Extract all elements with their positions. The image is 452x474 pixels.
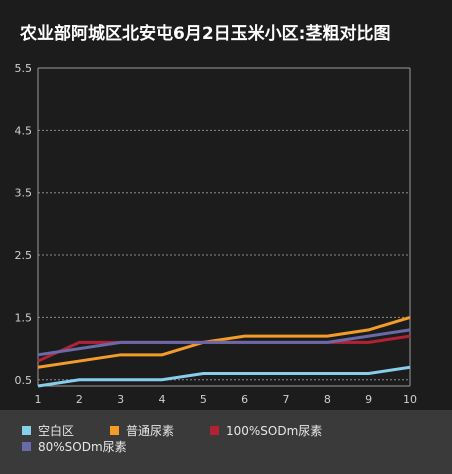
y-tick-label: 3.5 [15, 187, 33, 200]
grid-lines [38, 67, 410, 381]
legend-item-series-1[interactable]: 空白区 [22, 422, 74, 439]
y-tick-label: 4.5 [15, 124, 33, 137]
legend-item-series-2[interactable]: 普通尿素 [110, 422, 174, 439]
legend-swatch [110, 426, 119, 435]
y-tick-label: 0.5 [15, 374, 33, 387]
y-tick-labels: 0.5 1.5 2.5 3.5 4.5 5.5 [15, 62, 33, 387]
x-tick-label: 2 [76, 393, 83, 406]
y-tick-label: 5.5 [15, 62, 33, 75]
y-tick-label: 2.5 [15, 249, 33, 262]
x-tick-label: 5 [200, 393, 207, 406]
legend-swatch [22, 442, 31, 451]
x-tick-label: 10 [403, 393, 417, 406]
legend-label: 100%SODm尿素 [226, 424, 323, 438]
x-tick-label: 1 [35, 393, 42, 406]
x-tick-label: 4 [159, 393, 166, 406]
plot-area: 0.5 1.5 2.5 3.5 4.5 5.5 1 2 3 4 5 6 7 8 9 10 [15, 62, 418, 406]
legend-label: 80%SODm尿素 [38, 440, 127, 454]
legend-swatch [210, 426, 219, 435]
legend-label: 空白区 [38, 424, 75, 438]
y-tick-label: 1.5 [15, 311, 33, 324]
series-line-1 [37, 365, 411, 388]
x-tick-label: 3 [117, 393, 124, 406]
series-line-2 [37, 315, 411, 369]
series-line-4 [37, 328, 411, 357]
legend-swatch [22, 426, 31, 435]
legend-item-series-3[interactable]: 100%SODm尿素 [210, 422, 322, 439]
x-tick-label: 7 [283, 393, 290, 406]
axes [37, 67, 411, 387]
series-lines [37, 315, 411, 388]
chart-title: 农业部阿城区北安屯6月2日玉米小区:茎粗对比图 [20, 24, 391, 44]
legend: 空白区 普通尿素 100%SODm尿素 80%SODm尿素 [0, 410, 452, 474]
legend-item-series-4[interactable]: 80%SODm尿素 [22, 438, 127, 455]
x-tick-label: 6 [241, 393, 248, 406]
x-tick-labels: 1 2 3 4 5 6 7 8 9 10 [35, 393, 418, 406]
legend-label: 普通尿素 [126, 424, 175, 438]
x-tick-label: 9 [365, 393, 372, 406]
x-tick-label: 8 [324, 393, 331, 406]
